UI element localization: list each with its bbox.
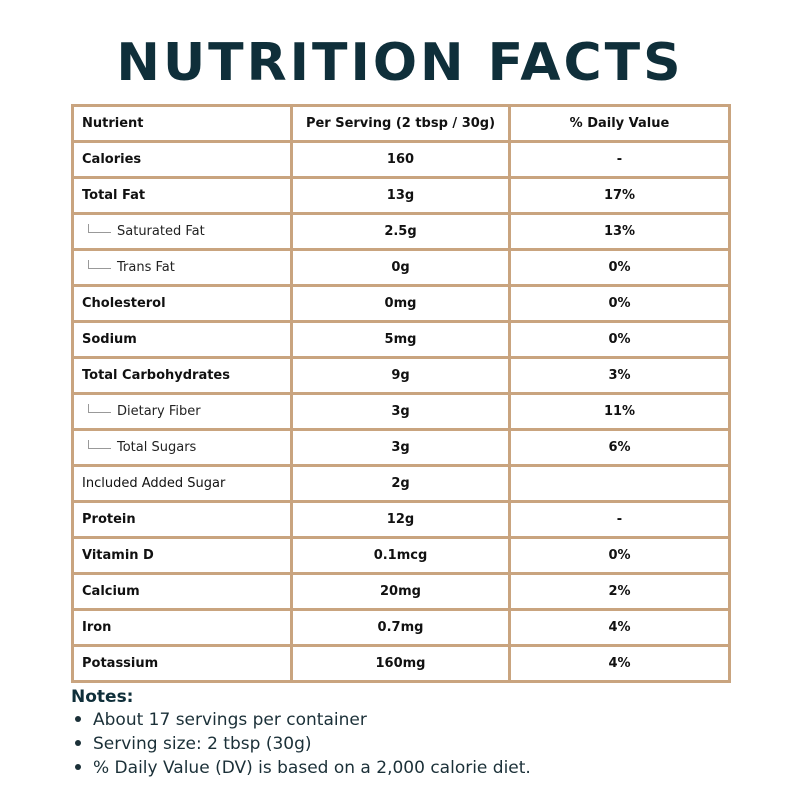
amount-cell: 9g (290, 356, 511, 395)
note-item: Serving size: 2 tbsp (30g) (71, 732, 531, 756)
bullet-icon (75, 716, 81, 722)
nutrient-name: Included Added Sugar (82, 476, 226, 491)
table-row: Vitamin D 0.1mcg 0% (71, 536, 731, 575)
table-row: Iron 0.7mg 4% (71, 608, 731, 647)
nutrient-name-cell: Trans Fat (71, 248, 293, 287)
table-row: Total Sugars 3g 6% (71, 428, 731, 467)
nutrient-name: Calories (82, 152, 142, 167)
nutrient-name-cell: Calcium (71, 572, 293, 611)
amount-cell: 160 (290, 140, 511, 179)
nutrient-name-cell: Cholesterol (71, 284, 293, 323)
amount-cell: 160mg (290, 644, 511, 683)
daily-value-cell: - (508, 140, 731, 179)
amount-cell: 0mg (290, 284, 511, 323)
amount-cell: 12g (290, 500, 511, 539)
nutrient-name: Total Fat (82, 188, 146, 203)
table-row: Cholesterol 0mg 0% (71, 284, 731, 323)
daily-value-cell (508, 464, 731, 503)
nutrient-name: Sodium (82, 332, 137, 347)
amount-cell: 0g (290, 248, 511, 287)
daily-value-cell: 0% (508, 320, 731, 359)
nutrient-name-cell: Sodium (71, 320, 293, 359)
table-row: Dietary Fiber 3g 11% (71, 392, 731, 431)
table-row: Sodium 5mg 0% (71, 320, 731, 359)
nutrient-name: Potassium (82, 656, 159, 671)
nutrient-name-cell: Saturated Fat (71, 212, 293, 251)
daily-value-cell: 0% (508, 284, 731, 323)
notes-list: About 17 servings per container Serving … (71, 708, 531, 780)
nutrient-name: Iron (82, 620, 112, 635)
daily-value-cell: 17% (508, 176, 731, 215)
amount-cell: 5mg (290, 320, 511, 359)
nutrient-name: Total Carbohydrates (82, 368, 230, 383)
tree-branch-icon (88, 404, 111, 413)
table-row: Included Added Sugar 2g (71, 464, 731, 503)
nutrient-name-cell: Vitamin D (71, 536, 293, 575)
amount-cell: 0.1mcg (290, 536, 511, 575)
nutrient-name: Protein (82, 512, 136, 527)
notes-heading: Notes: (71, 687, 134, 707)
daily-value-cell: 6% (508, 428, 731, 467)
tree-branch-icon (88, 224, 111, 233)
nutrient-name: Vitamin D (82, 548, 154, 563)
daily-value-cell: 2% (508, 572, 731, 611)
nutrient-name: Cholesterol (82, 296, 166, 311)
nutrient-name: Calcium (82, 584, 140, 599)
nutrient-name-cell: Included Added Sugar (71, 464, 293, 503)
table-row: Total Carbohydrates 9g 3% (71, 356, 731, 395)
amount-cell: 0.7mg (290, 608, 511, 647)
amount-cell: 3g (290, 392, 511, 431)
table-header-row: Nutrient Per Serving (2 tbsp / 30g) % Da… (71, 104, 731, 143)
notes-section: Notes: About 17 servings per container S… (71, 686, 531, 780)
daily-value-cell: 11% (508, 392, 731, 431)
amount-cell: 13g (290, 176, 511, 215)
nutrient-name: Total Sugars (117, 440, 197, 455)
note-item: % Daily Value (DV) is based on a 2,000 c… (71, 756, 531, 780)
table-row: Calories 160- (71, 140, 731, 179)
daily-value-cell: 13% (508, 212, 731, 251)
table-row: Potassium 160mg 4% (71, 644, 731, 683)
nutrient-name-cell: Iron (71, 608, 293, 647)
nutrient-name: Saturated Fat (117, 224, 205, 239)
table-body: Calories 160- Total Fat 13g 17% Saturated Fat… (71, 140, 731, 683)
tree-branch-icon (88, 440, 111, 449)
table-row: Calcium 20mg 2% (71, 572, 731, 611)
daily-value-cell: - (508, 500, 731, 539)
note-text: About 17 servings per container (93, 710, 367, 730)
daily-value-cell: 4% (508, 608, 731, 647)
amount-cell: 2.5g (290, 212, 511, 251)
nutrient-name: Dietary Fiber (117, 404, 201, 419)
amount-cell: 20mg (290, 572, 511, 611)
table-row: Trans Fat 0g 0% (71, 248, 731, 287)
column-header-nutrient: Nutrient (71, 104, 293, 143)
nutrient-name-cell: Total Fat (71, 176, 293, 215)
table-row: Saturated Fat 2.5g 13% (71, 212, 731, 251)
page-title: NUTRITION FACTS (116, 33, 684, 93)
amount-cell: 3g (290, 428, 511, 467)
nutrient-name-cell: Dietary Fiber (71, 392, 293, 431)
column-header-daily-value: % Daily Value (508, 104, 731, 143)
table-row: Total Fat 13g 17% (71, 176, 731, 215)
daily-value-cell: 3% (508, 356, 731, 395)
nutrition-table: Nutrient Per Serving (2 tbsp / 30g) % Da… (71, 104, 731, 683)
bullet-icon (75, 764, 81, 770)
daily-value-cell: 0% (508, 248, 731, 287)
nutrient-name-cell: Calories (71, 140, 293, 179)
table-row: Protein 12g - (71, 500, 731, 539)
amount-cell: 2g (290, 464, 511, 503)
nutrient-name: Trans Fat (117, 260, 175, 275)
nutrient-name-cell: Protein (71, 500, 293, 539)
note-item: About 17 servings per container (71, 708, 531, 732)
nutrient-name-cell: Total Sugars (71, 428, 293, 467)
nutrient-name-cell: Total Carbohydrates (71, 356, 293, 395)
bullet-icon (75, 740, 81, 746)
nutrient-name-cell: Potassium (71, 644, 293, 683)
note-text: % Daily Value (DV) is based on a 2,000 c… (93, 758, 531, 778)
tree-branch-icon (88, 260, 111, 269)
daily-value-cell: 4% (508, 644, 731, 683)
note-text: Serving size: 2 tbsp (30g) (93, 734, 312, 754)
daily-value-cell: 0% (508, 536, 731, 575)
column-header-per-serving: Per Serving (2 tbsp / 30g) (290, 104, 511, 143)
